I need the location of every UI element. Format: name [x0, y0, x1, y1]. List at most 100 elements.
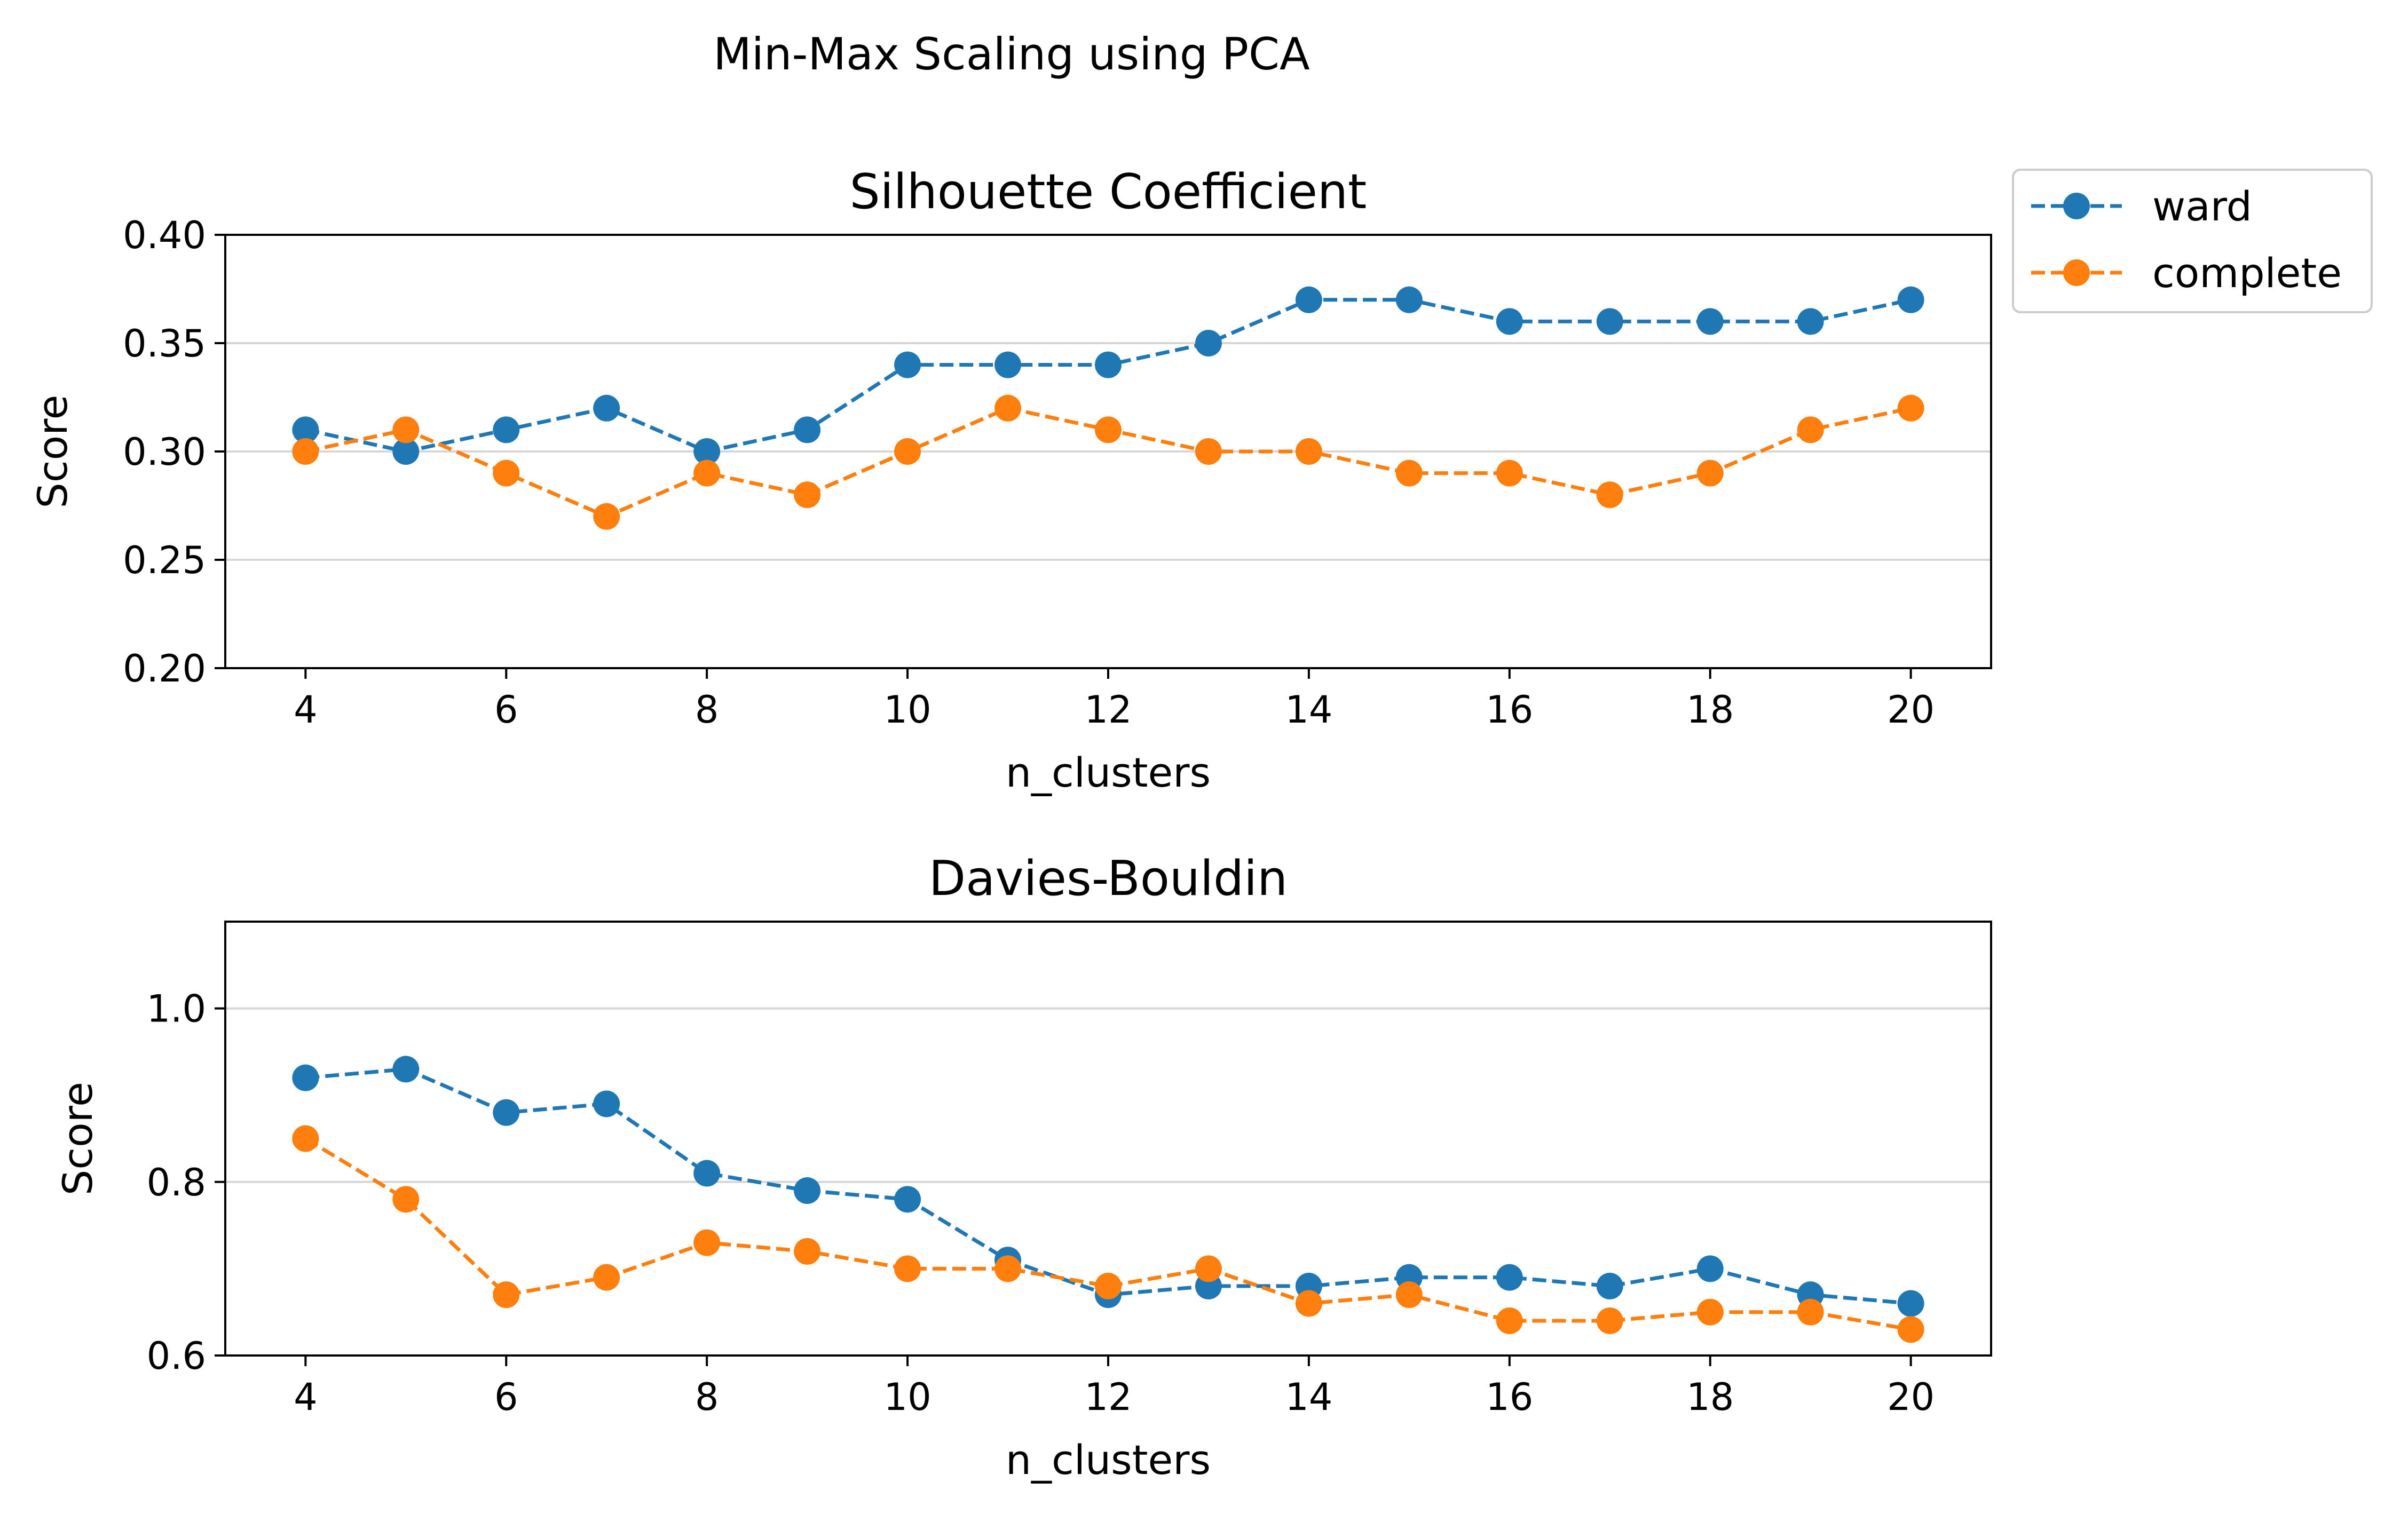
davies-bouldin-title: Davies-Bouldin — [929, 851, 1288, 907]
davies-bouldin-complete-point — [693, 1229, 721, 1256]
silhouette-ytick-label: 0.20 — [123, 647, 206, 691]
davies-bouldin-ytick-label: 0.8 — [147, 1161, 206, 1204]
silhouette-xtick-label: 18 — [1686, 688, 1734, 732]
davies-bouldin-xtick-label: 16 — [1486, 1375, 1533, 1419]
silhouette-ward-point — [292, 416, 319, 443]
davies-bouldin-complete-point — [1095, 1272, 1122, 1299]
silhouette-complete-point — [593, 503, 620, 530]
davies-bouldin-ward-point — [493, 1099, 520, 1126]
davies-bouldin-ward-point — [1897, 1290, 1924, 1317]
davies-bouldin-ward-point — [392, 1056, 420, 1083]
davies-bouldin-complete-point — [1195, 1255, 1222, 1282]
davies-bouldin-ward-point — [1696, 1255, 1724, 1282]
silhouette-complete-point — [1797, 416, 1824, 443]
davies-bouldin-ward-point — [1596, 1272, 1623, 1299]
silhouette-frame — [224, 234, 1992, 669]
davies-bouldin-complete-point — [493, 1281, 520, 1309]
silhouette-complete-point — [1395, 459, 1423, 487]
silhouette-xtick-label: 4 — [294, 688, 318, 732]
silhouette-ward-point — [1797, 308, 1824, 335]
davies-bouldin-xtick-label: 4 — [294, 1375, 318, 1419]
davies-bouldin-ward-point — [693, 1160, 721, 1187]
davies-bouldin-ward-point — [292, 1064, 319, 1091]
davies-bouldin-complete-point — [292, 1125, 319, 1152]
davies-bouldin-ytick-label: 1.0 — [147, 987, 206, 1031]
silhouette-ward-point — [1395, 286, 1423, 313]
silhouette-ytick-label: 0.35 — [123, 322, 206, 366]
davies-bouldin-axes: 0.6 0.8 1.0 4 6 8 10 12 14 16 18 20 Davies-Bouldin n_… — [54, 851, 1992, 1484]
silhouette-complete-point — [1596, 481, 1623, 509]
davies-bouldin-xtick-label: 18 — [1686, 1375, 1734, 1419]
silhouette-xtick-label: 6 — [494, 688, 518, 732]
davies-bouldin-frame — [224, 921, 1992, 1357]
silhouette-ytick-label: 0.30 — [123, 430, 206, 474]
silhouette-ward-point — [1295, 286, 1322, 313]
davies-bouldin-complete-point — [894, 1255, 921, 1282]
silhouette-ytick-label: 0.25 — [123, 538, 206, 582]
davies-bouldin-xtick-label: 6 — [494, 1375, 518, 1419]
silhouette-complete-point — [693, 459, 721, 487]
silhouette-xtick-label: 12 — [1084, 688, 1132, 732]
silhouette-complete-point — [292, 438, 319, 465]
silhouette-ward-point — [1696, 308, 1724, 335]
davies-bouldin-complete-point — [1295, 1290, 1322, 1317]
legend-ward-marker — [2063, 193, 2090, 219]
davies-bouldin-complete-point — [1897, 1316, 1924, 1343]
davies-bouldin-xtick-label: 20 — [1887, 1375, 1935, 1419]
davies-bouldin-complete-point — [1395, 1281, 1423, 1309]
figure-suptitle: Min-Max Scaling using PCA — [713, 28, 1310, 80]
davies-bouldin-ward-point — [794, 1177, 821, 1204]
davies-bouldin-ward-point — [894, 1186, 921, 1213]
davies-bouldin-xtick-label: 10 — [884, 1375, 931, 1419]
silhouette-xtick-label: 14 — [1285, 688, 1332, 732]
legend-complete-label: complete — [2152, 249, 2342, 297]
silhouette-complete-point — [1496, 459, 1523, 487]
davies-bouldin-complete-point — [1596, 1307, 1623, 1334]
silhouette-title: Silhouette Coefficient — [850, 164, 1367, 220]
silhouette-ward-point — [994, 351, 1022, 378]
silhouette-ward-point — [392, 438, 420, 465]
silhouette-ward-point — [693, 438, 721, 465]
legend-complete-marker — [2063, 259, 2090, 286]
silhouette-xtick-label: 16 — [1486, 688, 1533, 732]
silhouette-complete-point — [794, 481, 821, 509]
davies-bouldin-ward-point — [1496, 1264, 1523, 1291]
silhouette-complete-point — [392, 416, 420, 443]
davies-bouldin-complete-point — [1797, 1298, 1824, 1326]
davies-bouldin-xtick-label: 12 — [1084, 1375, 1132, 1419]
davies-bouldin-complete-line — [304, 1137, 1912, 1331]
silhouette-ward-point — [1496, 308, 1523, 335]
silhouette-ward-point — [794, 416, 821, 443]
silhouette-ward-point — [593, 394, 620, 422]
davies-bouldin-ylabel: Score — [54, 1082, 101, 1195]
silhouette-ytick-label: 0.40 — [123, 213, 206, 257]
davies-bouldin-complete-point — [1496, 1307, 1523, 1334]
davies-bouldin-xtick-label: 14 — [1285, 1375, 1332, 1419]
davies-bouldin-xlabel: n_clusters — [1006, 1436, 1211, 1484]
legend-ward-label: ward — [2152, 183, 2252, 230]
silhouette-ward-point — [894, 351, 921, 378]
silhouette-ward-point — [1897, 286, 1924, 313]
silhouette-ward-point — [1596, 308, 1623, 335]
davies-bouldin-complete-point — [794, 1238, 821, 1265]
silhouette-ward-point — [1095, 351, 1122, 378]
silhouette-complete-point — [994, 394, 1022, 422]
silhouette-complete-point — [1295, 438, 1322, 465]
silhouette-xtick-label: 20 — [1887, 688, 1935, 732]
silhouette-xtick-label: 10 — [884, 688, 931, 732]
silhouette-xtick-label: 8 — [695, 688, 719, 732]
silhouette-ylabel: Score — [29, 395, 76, 509]
davies-bouldin-ward-point — [593, 1090, 620, 1117]
silhouette-complete-point — [1195, 438, 1222, 465]
legend: ward complete — [2012, 169, 2373, 313]
silhouette-complete-point — [894, 438, 921, 465]
silhouette-xlabel: n_clusters — [1006, 749, 1211, 796]
davies-bouldin-complete-point — [392, 1186, 420, 1213]
davies-bouldin-complete-point — [593, 1264, 620, 1291]
davies-bouldin-complete-point — [994, 1255, 1022, 1282]
silhouette-axes: 0.20 0.25 0.30 0.35 0.40 4 6 8 10 12 14 16 18 20 Silho… — [29, 164, 1992, 796]
davies-bouldin-xtick-label: 8 — [695, 1375, 719, 1419]
davies-bouldin-complete-point — [1696, 1298, 1724, 1326]
silhouette-ward-point — [493, 416, 520, 443]
